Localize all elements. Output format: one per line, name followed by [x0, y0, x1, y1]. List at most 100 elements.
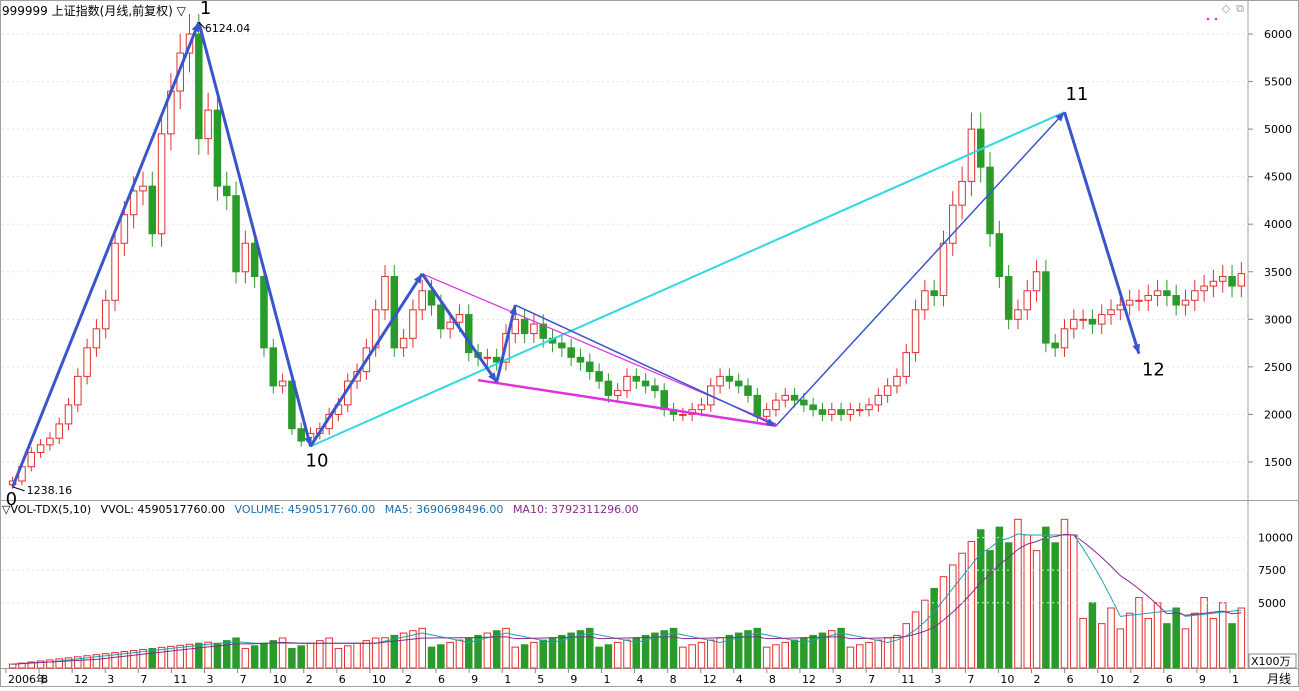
volume-bar-up: [1191, 612, 1199, 669]
candle-up: [716, 375, 724, 387]
volume-bar-down: [558, 634, 566, 669]
candle-up: [911, 309, 920, 354]
triangle-down-icon[interactable]: ▽: [176, 4, 186, 18]
candle-down: [595, 371, 603, 382]
volume-bar-down: [539, 639, 547, 669]
volume-bar-up: [129, 650, 138, 669]
candle-down: [809, 404, 817, 411]
volume-bar-up: [1014, 518, 1022, 669]
volume-bar-up: [167, 645, 175, 669]
candle-up: [949, 204, 957, 244]
volume-bar-up: [185, 643, 194, 669]
volume-bar-up: [455, 639, 464, 669]
time-tick-label: 12: [703, 673, 717, 686]
candle-up: [1070, 318, 1078, 330]
volume-bar-down: [669, 627, 678, 669]
volume-bar-up: [139, 648, 147, 669]
volume-bar-up: [958, 552, 966, 669]
indicator-name[interactable]: ▽VOL-TDX(5,10): [2, 503, 92, 516]
candle-up: [46, 437, 54, 446]
candle-up: [1237, 273, 1246, 287]
candle-up: [92, 328, 101, 349]
candle-down: [148, 185, 157, 235]
candle-up: [902, 352, 911, 377]
candle-up: [1135, 299, 1143, 302]
volume-tick-label: 10000: [1258, 532, 1293, 545]
period-label[interactable]: 月线: [1266, 672, 1291, 686]
volume-bar-up: [316, 640, 324, 669]
candle-up: [1191, 290, 1199, 301]
candle-down: [632, 375, 641, 382]
wave-arrowhead: [509, 305, 517, 315]
candle-up: [1032, 271, 1041, 292]
candle-down: [930, 290, 938, 297]
candle-up: [530, 323, 538, 335]
ma10-value: MA10: 3792311296.00: [512, 503, 639, 516]
volume-bar-up: [893, 634, 901, 669]
candle-up: [623, 375, 631, 392]
volume-bar-down: [641, 634, 650, 669]
volume-tick-label: 7500: [1258, 564, 1286, 577]
price-tick-label: 4500: [1264, 171, 1292, 184]
volume-bar-up: [46, 659, 54, 669]
candle-up: [1014, 309, 1022, 320]
candle-up: [1181, 299, 1190, 306]
volume-bar-down: [586, 627, 594, 669]
volume-bar-up: [762, 646, 771, 669]
volume-bar-down: [148, 647, 157, 669]
wave-label: 0: [6, 489, 17, 510]
time-tick-label: 10: [1100, 673, 1114, 686]
wave-segment: [514, 304, 777, 427]
wave-arrowhead: [191, 22, 200, 33]
candle-down: [297, 428, 305, 442]
marker-dot: [1206, 17, 1210, 21]
candle-down: [222, 185, 231, 197]
price-tick-label: 2500: [1264, 361, 1292, 374]
volume-bar-down: [604, 644, 613, 669]
volume-bar-down: [576, 630, 585, 669]
candle-down: [250, 242, 259, 278]
candle-up: [893, 375, 901, 387]
candle-up: [1107, 309, 1115, 316]
volume-bar-down: [297, 645, 305, 669]
volume-bar-up: [855, 644, 864, 669]
high-price-label: 6124.04: [205, 22, 251, 35]
volume-bar-up: [613, 641, 622, 669]
volume-bar-down: [595, 646, 603, 669]
volume-bar-up: [306, 642, 315, 669]
time-tick-label: 2006年: [8, 672, 47, 686]
price-tick-label: 1500: [1264, 456, 1292, 469]
volume-bar-down: [437, 644, 445, 669]
candle-up: [511, 318, 520, 335]
volume-bar-up: [530, 641, 538, 669]
volume-bar-up: [511, 646, 520, 669]
candle-down: [818, 409, 827, 415]
maximize-icon[interactable]: ⧉: [1236, 2, 1244, 15]
restore-icon[interactable]: ◇: [1221, 2, 1231, 15]
candle-up: [846, 409, 855, 415]
volume-bar-down: [1042, 526, 1050, 669]
price-tick-label: 4000: [1264, 218, 1292, 231]
candle-up: [613, 390, 622, 396]
candle-up: [1060, 328, 1069, 349]
wave-arrowhead: [1132, 343, 1140, 354]
time-tick-label: 9: [1199, 673, 1206, 686]
volume-bar-up: [353, 642, 361, 669]
candle-up: [697, 404, 706, 411]
candle-up: [1153, 290, 1162, 297]
candle-up: [1218, 276, 1227, 282]
symbol-name: 上证指数(月线,前复权): [51, 4, 173, 18]
volume-bar-up: [865, 641, 873, 669]
volume-bar-up: [343, 645, 352, 669]
candle-down: [800, 399, 808, 406]
volume-indicator-header: ▽VOL-TDX(5,10) VVOL: 4590517760.00 VOLUM…: [2, 503, 645, 516]
time-tick-label: 2: [1034, 673, 1041, 686]
volume-bar-up: [1200, 597, 1208, 669]
ma5-value: MA5: 3690698496.00: [384, 503, 504, 516]
volume-bar-up: [278, 637, 287, 669]
candle-down: [520, 318, 529, 335]
volume-bar-down: [390, 634, 399, 669]
candle-up: [865, 404, 873, 411]
